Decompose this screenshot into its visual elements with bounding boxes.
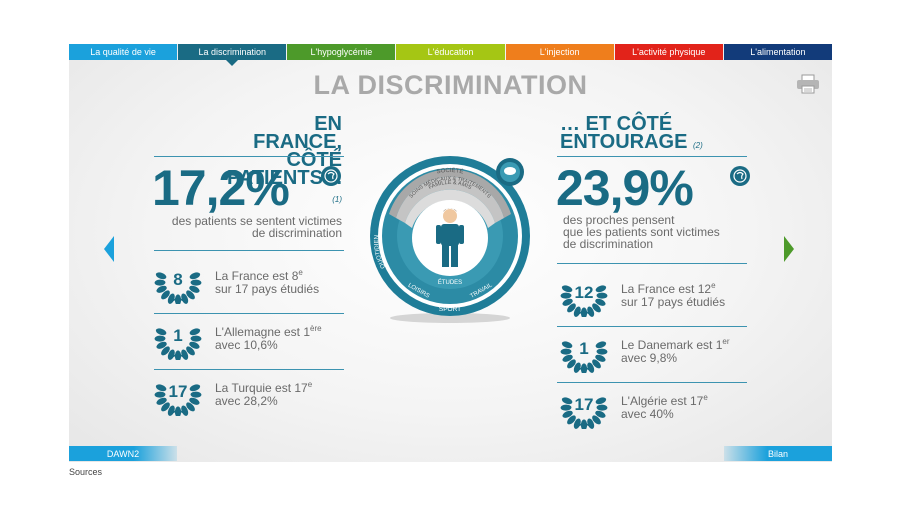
laurel-wreath-icon <box>560 397 608 431</box>
divider <box>154 313 344 314</box>
rank-number: 12 <box>574 283 594 302</box>
printer-icon[interactable] <box>796 74 820 94</box>
left-title-note: (1) <box>332 195 342 204</box>
divider <box>154 250 344 251</box>
rank-number: 1 <box>579 339 589 358</box>
tab-hypoglycemia[interactable]: L'hypoglycémie <box>287 44 396 60</box>
page-title: LA DISCRIMINATION <box>313 70 588 100</box>
tab-education[interactable]: L'éducation <box>396 44 505 60</box>
label-studies: ÉTUDES <box>438 279 462 286</box>
rank-text: Le Danemark est 1er avec 9,8% <box>621 337 730 365</box>
sources-link[interactable]: Sources <box>69 467 103 477</box>
medical-arc <box>396 176 504 223</box>
globe-badge-icon <box>730 166 750 186</box>
rank-number: 17 <box>574 395 594 414</box>
family-arc <box>405 189 495 228</box>
summary-button[interactable]: Bilan <box>724 446 832 461</box>
globe-badge-icon <box>321 166 341 186</box>
rank-text: L'Algérie est 17e avec 40% <box>621 393 708 421</box>
right-description: des proches pensent que les patients son… <box>563 213 720 251</box>
rank-text: La Turquie est 17e avec 28,2% <box>215 380 313 408</box>
tab-physical-activity[interactable]: L'activité physique <box>614 44 723 60</box>
label-society: SOCIÉTÉ <box>436 167 464 175</box>
tab-quality-of-life[interactable]: La qualité de vie <box>69 44 178 60</box>
divider <box>154 156 344 157</box>
rank-text: La France est 8e sur 17 pays étudiés <box>215 268 320 296</box>
rank-text: L'Allemagne est 1ère avec 10,6% <box>215 324 322 352</box>
next-arrow-icon[interactable] <box>784 236 794 262</box>
right-percentage: 23,9% <box>556 160 694 216</box>
left-title: EN FRANCE, CÔTÉ PATIENTS… (1) <box>227 113 343 204</box>
topic-tabs: La qualité de vie La discrimination L'hy… <box>69 44 832 66</box>
rank-badge: 1 <box>560 329 608 375</box>
right-title-note: (2) <box>692 141 703 150</box>
society-arc <box>389 169 511 218</box>
diagram-shadow <box>390 313 510 323</box>
social-circles-diagram: SOCIÉTÉ SOINS MÉDICAUX & TRAITEMENTS FAM… <box>370 156 530 323</box>
laurel-wreath-icon <box>154 272 202 306</box>
tab-injection[interactable]: L'injection <box>505 44 614 60</box>
rank-text: La France est 12e sur 17 pays étudiés <box>621 281 726 309</box>
rank-badge: 12 <box>560 273 608 319</box>
divider <box>154 369 344 370</box>
rank-number: 1 <box>173 326 183 345</box>
left-description: des patients se sentent victimes de disc… <box>171 214 342 240</box>
svg-text:SOCIÉTÉ: SOCIÉTÉ <box>436 167 464 175</box>
dawn2-button[interactable]: DAWN2 <box>69 446 177 461</box>
tab-nutrition[interactable]: L'alimentation <box>723 44 832 60</box>
tab-discrimination[interactable]: La discrimination <box>178 44 287 66</box>
person-icon <box>436 208 464 267</box>
speech-bubble-badge <box>496 158 524 186</box>
rank-number: 8 <box>173 270 183 289</box>
svg-text:FAMILLE & AMIS: FAMILLE & AMIS <box>428 180 473 191</box>
laurel-wreath-icon <box>154 328 202 362</box>
divider <box>557 382 747 383</box>
divider <box>557 156 747 157</box>
divider <box>557 263 747 264</box>
divider <box>557 326 747 327</box>
rank-badge: 8 <box>154 260 202 306</box>
laurel-wreath-icon <box>560 285 608 319</box>
rank-badge: 1 <box>154 316 202 362</box>
right-title: … ET CÔTÉ ENTOURAGE (2) <box>560 113 703 153</box>
rank-badge: 17 <box>154 372 202 418</box>
label-sport: SPORT <box>439 306 461 313</box>
label-family: FAMILLE & AMIS <box>428 180 473 191</box>
laurel-wreath-icon <box>154 384 202 418</box>
rank-number: 17 <box>168 382 188 401</box>
rank-badge: 17 <box>560 385 608 431</box>
previous-arrow-icon[interactable] <box>104 236 114 262</box>
left-percentage: 17,2% <box>152 160 290 216</box>
laurel-wreath-icon <box>560 341 608 375</box>
